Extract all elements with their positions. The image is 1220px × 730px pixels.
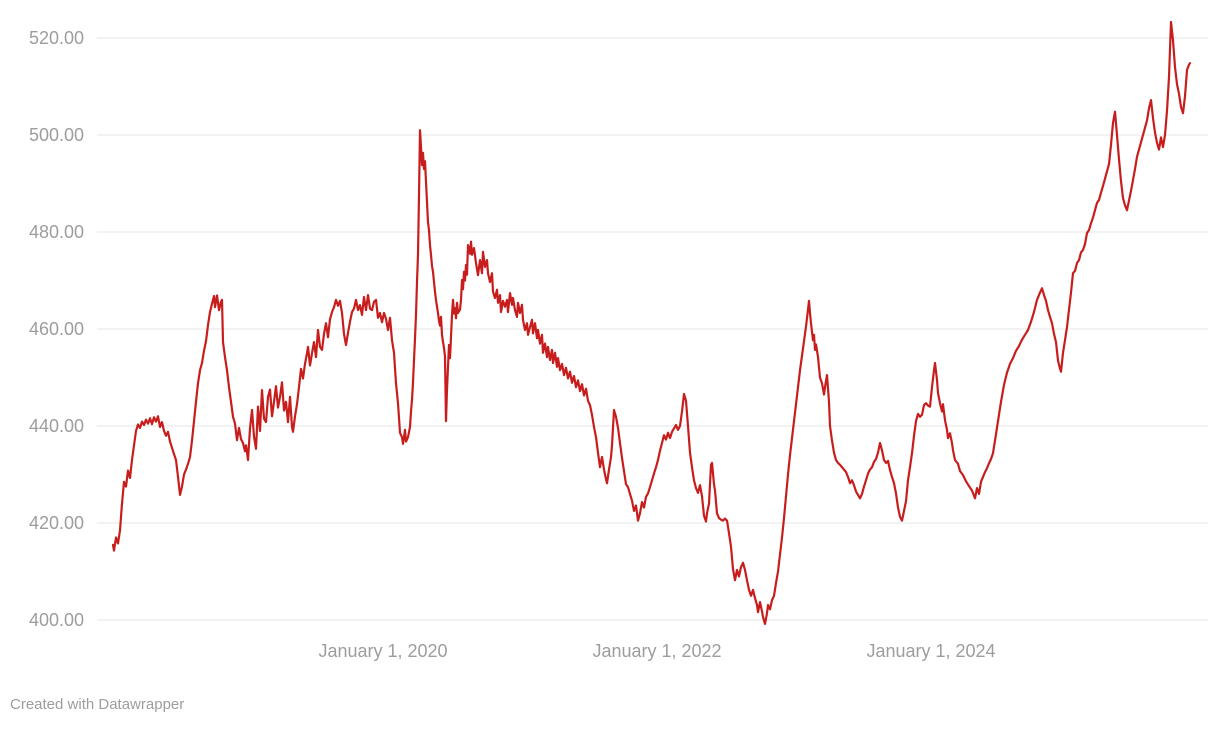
x-tick-label: January 1, 2020 [318,641,447,661]
y-tick-label: 460.00 [29,319,84,339]
y-gridlines [97,37,1208,621]
x-tick-label: January 1, 2022 [592,641,721,661]
datawrapper-attribution-link[interactable]: Created with Datawrapper [10,696,185,713]
y-tick-label: 520.00 [29,28,84,48]
y-axis-labels: 400.00 420.00 440.00 460.00 480.00 500.00 520.… [29,28,84,630]
line-series [111,20,1192,626]
y-tick-label: 420.00 [29,513,84,533]
y-tick-label: 440.00 [29,416,84,436]
y-tick-label: 400.00 [29,610,84,630]
x-axis-labels: January 1, 2020 January 1, 2022 January 1,… [318,641,995,661]
x-tick-label: January 1, 2024 [866,641,995,661]
y-tick-label: 500.00 [29,125,84,145]
y-tick-label: 480.00 [29,222,84,242]
price-line [111,20,1192,626]
